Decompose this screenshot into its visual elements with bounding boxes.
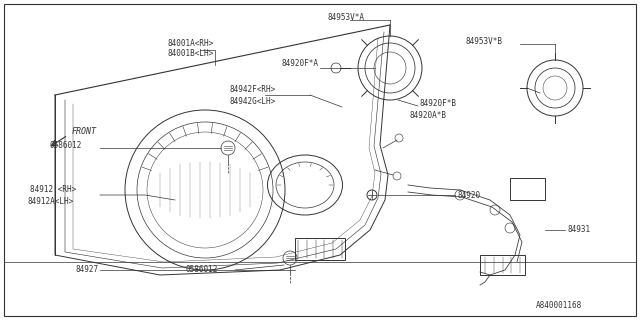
Text: 84927: 84927	[75, 266, 98, 275]
Bar	[510, 178, 545, 200]
Text: 84920F*B: 84920F*B	[420, 100, 457, 108]
Text: 84942G<LH>: 84942G<LH>	[230, 97, 276, 106]
Text: 84001B<LH>: 84001B<LH>	[168, 50, 214, 59]
Text: 84942F<RH>: 84942F<RH>	[230, 85, 276, 94]
Bar	[295, 238, 345, 260]
Text: FRONT: FRONT	[72, 127, 97, 137]
Text: 84920F*A: 84920F*A	[282, 60, 319, 68]
Text: 84920: 84920	[457, 190, 480, 199]
Text: 84953V*B: 84953V*B	[466, 37, 503, 46]
Text: A840001168: A840001168	[536, 300, 582, 309]
Bar	[480, 255, 525, 275]
Text: 0586012: 0586012	[50, 141, 83, 150]
Text: 84953V*A: 84953V*A	[328, 13, 365, 22]
Text: 84931: 84931	[567, 226, 590, 235]
Text: 84912A<LH>: 84912A<LH>	[28, 196, 74, 205]
Text: 84920A*B: 84920A*B	[410, 110, 447, 119]
Text: 84912 <RH>: 84912 <RH>	[30, 186, 76, 195]
Text: 84001A<RH>: 84001A<RH>	[168, 38, 214, 47]
Text: 0586012: 0586012	[185, 266, 218, 275]
